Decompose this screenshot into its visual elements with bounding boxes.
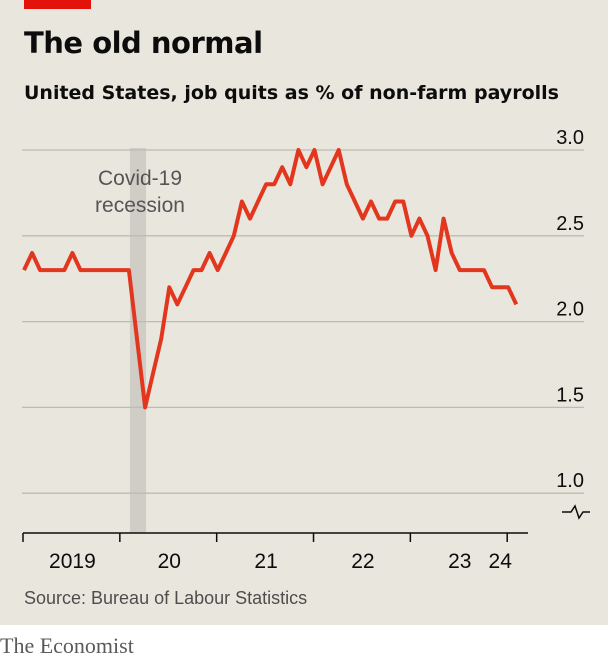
y-tick-label-2.5: 2.5 — [556, 213, 584, 235]
brand-red-bar — [24, 0, 91, 9]
chart-panel — [0, 0, 608, 625]
x-tick-label-21: 21 — [254, 550, 277, 573]
x-tick-labels: 2019 20 21 22 23 24 — [49, 550, 512, 573]
chart-subtitle: United States, job quits as % of non-far… — [24, 82, 559, 104]
y-tick-label-3.0: 3.0 — [556, 127, 584, 149]
economist-logo: The Economist — [0, 633, 134, 658]
gridlines — [22, 149, 584, 494]
x-tick-label-20: 20 — [158, 550, 181, 573]
x-ticks — [22, 533, 508, 542]
y-tick-label-2.0: 2.0 — [556, 299, 584, 321]
recession-label-line1: Covid-19 — [98, 167, 182, 190]
axis-break-icon — [562, 504, 590, 520]
x-tick-label-24: 24 — [489, 550, 513, 573]
x-tick-label-2019: 2019 — [49, 550, 96, 573]
x-tick-label-23: 23 — [448, 550, 471, 573]
y-tick-labels: 3.0 2.5 2.0 1.5 1.0 — [556, 127, 584, 492]
x-tick-label-22: 22 — [351, 550, 374, 573]
recession-label-line2: recession — [95, 194, 185, 217]
source-note: Source: Bureau of Labour Statistics — [24, 588, 308, 608]
series-line-quits — [22, 148, 519, 410]
y-tick-label-1.5: 1.5 — [556, 384, 584, 406]
chart-title: The old normal — [24, 26, 263, 60]
y-tick-label-1.0: 1.0 — [556, 470, 584, 492]
